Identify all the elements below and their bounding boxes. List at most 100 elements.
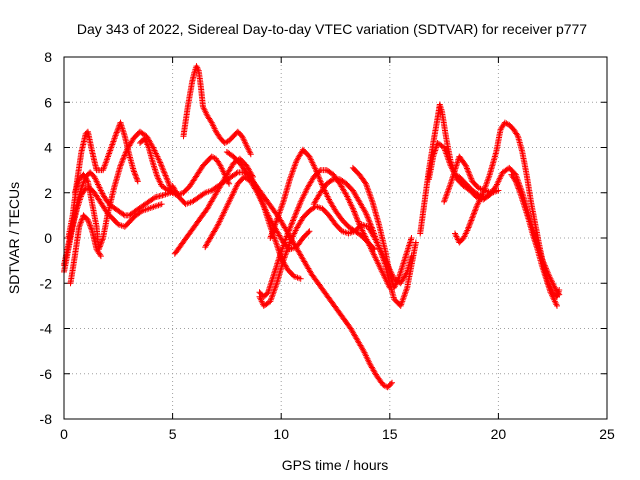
data-point	[464, 165, 470, 172]
data-point	[465, 168, 472, 175]
chart-title: Day 343 of 2022, Sidereal Day-to-day VTE…	[77, 21, 587, 37]
data-point	[365, 215, 372, 222]
data-point	[291, 213, 298, 220]
y-tick-label: 8	[44, 49, 52, 65]
data-point	[133, 174, 140, 181]
data-point	[470, 211, 477, 218]
data-point	[293, 210, 299, 217]
data-point	[465, 169, 472, 176]
x-tick-label: 5	[169, 426, 177, 442]
data-point	[162, 172, 169, 179]
data-point	[317, 177, 324, 184]
data-point	[462, 162, 469, 169]
series-track-14	[267, 146, 378, 253]
y-tick-label: -4	[40, 321, 53, 337]
data-point	[467, 172, 473, 179]
data-point	[370, 245, 377, 252]
data-point	[120, 211, 127, 218]
data-point	[514, 131, 521, 138]
data-point	[287, 224, 294, 231]
data-point	[233, 170, 240, 177]
series-track-21	[508, 171, 560, 309]
data-point	[513, 179, 520, 186]
data-point	[305, 229, 312, 236]
data-point	[514, 184, 521, 191]
series-track-3	[65, 119, 141, 241]
series-track-7	[180, 63, 254, 158]
data-point	[164, 176, 171, 183]
data-point	[362, 208, 369, 215]
data-point	[247, 151, 254, 158]
data-point	[85, 218, 92, 225]
data-point	[121, 152, 128, 159]
data-point	[78, 183, 85, 190]
y-tick-label: 0	[44, 230, 52, 246]
data-point	[354, 217, 361, 224]
data-point	[161, 169, 168, 176]
data-point	[294, 207, 301, 214]
data-point	[351, 208, 358, 215]
data-point	[99, 237, 105, 244]
data-point	[122, 149, 129, 156]
x-tick-label: 25	[599, 426, 615, 442]
data-point	[76, 222, 83, 229]
series-track-16	[349, 164, 415, 291]
series-track-10	[202, 173, 313, 253]
data-point	[123, 148, 130, 155]
data-point	[297, 275, 304, 282]
data-point	[288, 221, 295, 228]
data-point	[132, 171, 139, 178]
data-point	[97, 253, 104, 260]
data-point	[291, 214, 298, 221]
data-point	[78, 216, 85, 223]
data-point	[316, 175, 323, 182]
data-point	[120, 155, 127, 162]
data-point	[97, 251, 104, 258]
data-point	[285, 229, 292, 235]
x-tick-label: 15	[382, 426, 398, 442]
series-track-4	[71, 128, 176, 253]
data-point	[117, 162, 124, 169]
data-point	[296, 203, 302, 210]
data-point	[349, 205, 356, 212]
data-point	[273, 240, 280, 247]
y-tick-label: 2	[44, 185, 52, 201]
data-point	[150, 195, 157, 202]
data-point	[158, 201, 165, 208]
data-point	[114, 128, 121, 135]
data-point	[389, 379, 395, 386]
data-point	[290, 217, 296, 224]
data-point	[315, 172, 322, 179]
data-point	[352, 212, 359, 219]
data-point	[288, 220, 295, 227]
data-point	[467, 218, 474, 225]
data-point	[368, 223, 375, 230]
data-point	[294, 206, 301, 212]
y-tick-label: -6	[40, 366, 53, 382]
data-point	[371, 246, 378, 253]
x-tick-label: 20	[491, 426, 507, 442]
data-point	[471, 209, 478, 215]
grid-lines	[64, 57, 607, 419]
data-point	[163, 175, 170, 182]
y-tick-label: 4	[44, 140, 52, 156]
plot-frame	[63, 56, 608, 420]
data-point	[159, 165, 166, 172]
data-point	[387, 380, 394, 387]
y-tick-label: -2	[40, 275, 53, 291]
data-point	[473, 204, 480, 211]
data-point	[412, 239, 419, 246]
x-axis-label: GPS time / hours	[282, 457, 389, 473]
data-point	[160, 168, 167, 175]
axis-ticks: 0 5 10 15 20 25 -8 -6 -4 -2 0 2 4 6 8	[40, 49, 615, 442]
x-tick-label: 0	[60, 426, 68, 442]
data-point	[314, 170, 321, 176]
data-point	[556, 287, 563, 293]
data-point	[329, 177, 335, 184]
data-point	[273, 281, 280, 288]
data-point	[469, 214, 476, 221]
data-point	[84, 177, 90, 184]
data-point	[364, 213, 371, 219]
series-track-19	[441, 153, 495, 205]
